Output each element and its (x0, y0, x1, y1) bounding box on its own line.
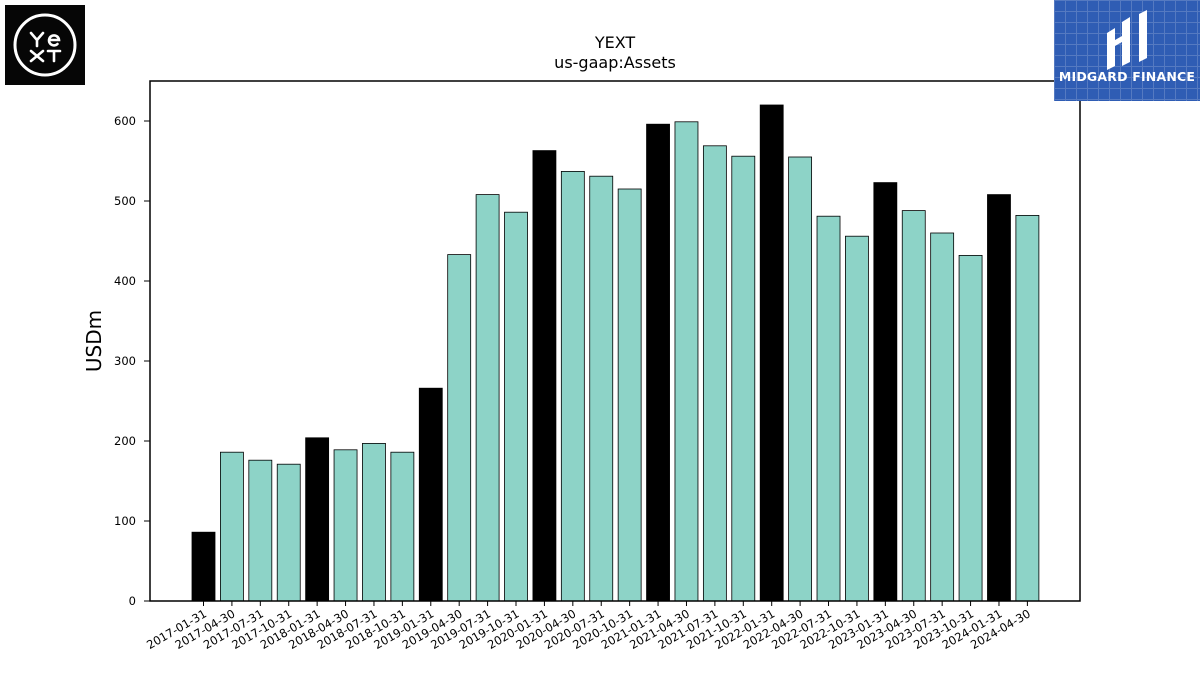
bar-2022-01-31 (759, 104, 784, 602)
bar-2017-07-31 (248, 459, 273, 602)
midgard-emblem-icon (1107, 10, 1147, 70)
bar-2023-01-31 (873, 182, 898, 602)
bar-2021-01-31 (646, 123, 670, 602)
bar-2022-07-31 (816, 215, 841, 602)
bar-2021-10-31 (731, 155, 756, 602)
bar-2017-10-31 (276, 463, 301, 602)
bar-2018-04-30 (333, 449, 358, 602)
bar-2022-10-31 (845, 235, 869, 602)
plot-frame (149, 80, 1081, 602)
bar-2018-10-31 (390, 451, 415, 602)
bar-2020-04-30 (560, 170, 585, 602)
y-tick-label: 300 (114, 354, 136, 368)
bar-2023-07-31 (930, 232, 955, 602)
yext-logo (5, 5, 85, 85)
bar-2017-04-30 (220, 451, 244, 602)
bar-2021-07-31 (702, 145, 727, 602)
bar-2024-01-31 (987, 194, 1011, 602)
y-tick-label: 100 (114, 514, 136, 528)
y-tick-label: 600 (114, 114, 136, 128)
bar-2019-10-31 (504, 211, 528, 602)
yext-logo-icon (13, 13, 77, 77)
bar-2023-10-31 (958, 254, 983, 602)
bar-2020-01-31 (532, 150, 557, 602)
bar-2019-01-31 (418, 387, 443, 602)
bar-2020-07-31 (589, 175, 614, 602)
bar-2017-01-31 (191, 531, 216, 602)
midgard-finance-wordmark: MIDGARD FINANCE (1058, 69, 1196, 84)
bar-2024-04-30 (1015, 214, 1040, 602)
y-tick-label: 400 (114, 274, 136, 288)
chart-subtitle: us-gaap:Assets (554, 53, 676, 72)
bar-2023-04-30 (901, 210, 926, 602)
bar-2022-04-30 (788, 156, 813, 602)
bar-2019-04-30 (447, 254, 472, 602)
y-axis-label: USDm (82, 310, 106, 372)
y-tick-label: 0 (129, 594, 136, 608)
bar-2021-04-30 (674, 121, 699, 602)
y-tick-label: 200 (114, 434, 136, 448)
x-axis: 2017-01-312017-04-302017-07-312017-10-31… (144, 601, 1033, 652)
bar-2019-07-31 (475, 194, 500, 602)
bar-2018-07-31 (362, 442, 386, 602)
bars-group (191, 104, 1040, 602)
y-axis: 0 100 200 300 400 500 600 (114, 114, 150, 608)
chart-title: YEXT (594, 33, 636, 52)
bar-2018-01-31 (305, 437, 330, 602)
y-tick-label: 500 (114, 194, 136, 208)
midgard-finance-logo: MIDGARD FINANCE (1054, 0, 1200, 101)
bar-2020-10-31 (617, 188, 642, 602)
